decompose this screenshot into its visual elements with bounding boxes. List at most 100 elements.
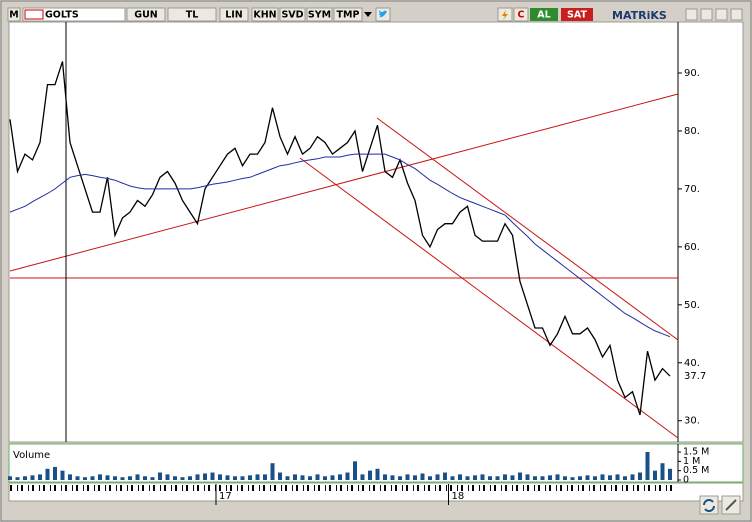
volume-bar — [630, 474, 635, 480]
logo-box[interactable] — [7, 7, 21, 22]
last-price-label: 37.7 — [684, 371, 706, 382]
volume-bar — [435, 474, 440, 480]
toolbar-button[interactable] — [306, 7, 333, 22]
volume-layer: Volume 1.5 M1 M0.5 M0 17 18 — [8, 447, 709, 505]
volume-bar — [165, 474, 170, 480]
toolbar-button-label: SVD — [281, 10, 303, 21]
drawings — [9, 93, 679, 439]
volume-bar — [315, 474, 320, 480]
y-tick-label: 0.5 M — [683, 465, 709, 476]
volume-bar — [300, 475, 305, 480]
toolbar-button-label: KHN — [253, 10, 276, 21]
volume-bar — [180, 477, 185, 480]
scroll-icon — [703, 499, 715, 512]
volume-bar — [150, 477, 155, 480]
volume-bar — [608, 475, 612, 480]
volume-bar — [203, 473, 207, 480]
brand: MATRiKS — [612, 9, 667, 22]
volume-bar — [405, 474, 410, 480]
toolbar-button[interactable] — [167, 7, 217, 22]
volume-bar — [518, 472, 522, 480]
toolbar-button-label: GUN — [134, 10, 158, 21]
volume-bar — [563, 476, 567, 480]
minimize-button[interactable] — [685, 8, 698, 21]
symbol-box[interactable] — [22, 7, 126, 22]
volume-bar — [60, 470, 65, 480]
y-tick-label: 0 — [683, 475, 689, 486]
toolbar-button[interactable] — [126, 7, 166, 22]
y-tick-label: 90. — [684, 68, 700, 79]
y-tick-label: 70. — [684, 184, 700, 195]
date-axis-panel — [8, 482, 744, 502]
price-line — [9, 61, 671, 416]
toolbar-button[interactable] — [333, 7, 363, 22]
volume-bar — [75, 476, 80, 480]
volume-bar — [158, 472, 162, 480]
volume-bar — [615, 474, 620, 480]
refresh-button[interactable] — [513, 7, 529, 22]
volume-bar — [593, 476, 597, 480]
volume-bar — [420, 473, 425, 480]
y-tick-label: 30. — [684, 416, 700, 427]
help-button[interactable] — [700, 8, 713, 21]
x-tick-label: 18 — [452, 491, 465, 502]
y-tick-label: 40. — [684, 358, 700, 369]
volume-bar — [248, 475, 252, 480]
toolbar-button-label: LIN — [225, 10, 243, 21]
volume-bar — [623, 476, 627, 480]
volume-bar — [510, 475, 515, 480]
buy-label: AL — [537, 10, 550, 21]
volume-bar — [428, 476, 432, 480]
volume-bar — [83, 477, 87, 480]
settings-icon — [725, 499, 737, 511]
volume-bar — [653, 470, 657, 480]
volume-bar — [210, 472, 215, 480]
twitter-icon — [379, 10, 387, 18]
toolbar-button[interactable] — [219, 7, 249, 22]
toolbar-button[interactable] — [251, 7, 279, 22]
maximize-button[interactable] — [715, 8, 728, 21]
volume-bar — [548, 475, 552, 480]
y-tick-label: 50. — [684, 300, 700, 311]
channel-lower — [299, 157, 679, 439]
volume-bar — [368, 470, 372, 480]
volume-bar — [450, 476, 455, 480]
volume-bar — [195, 474, 200, 480]
close-button[interactable] — [730, 8, 743, 21]
symbol: GOLTS — [45, 10, 79, 21]
volume-bar — [330, 475, 335, 480]
volume-bar — [113, 476, 117, 480]
volume-bar — [338, 474, 342, 480]
volume-bar — [38, 474, 42, 480]
volume-bar — [465, 476, 470, 480]
toolbar-button-label: SYM — [308, 10, 331, 21]
volume-bar — [270, 463, 275, 480]
x-tick-label: 17 — [219, 491, 232, 502]
volume-bar — [98, 474, 102, 480]
moving-average-line — [9, 153, 671, 338]
volume-bar — [353, 461, 357, 480]
volume-bar — [398, 476, 402, 480]
volume-bar — [480, 474, 485, 480]
volume-bar — [128, 476, 132, 480]
volume-bar — [278, 472, 282, 480]
volume-bar — [323, 476, 327, 480]
volume-bar — [255, 474, 260, 480]
volume-bar — [585, 475, 590, 480]
volume-bar — [285, 476, 290, 480]
volume-bar — [240, 476, 245, 480]
volume-bar — [375, 468, 380, 480]
volume-bar — [540, 476, 545, 480]
volume-title: Volume — [13, 450, 50, 461]
volume-bar — [488, 476, 492, 480]
volume-bar — [293, 474, 297, 480]
toolbar-button-label: TMP — [337, 10, 360, 21]
volume-bar — [390, 475, 395, 480]
sell-button[interactable] — [561, 8, 593, 21]
volume-bar — [345, 472, 350, 480]
sell-label: SAT — [567, 10, 587, 21]
toolbar-buttons: GUN TL LIN KHN SVD SYM TMP — [126, 7, 372, 22]
volume-bar — [668, 468, 672, 480]
buy-button[interactable] — [530, 8, 558, 21]
toolbar-button[interactable] — [279, 7, 306, 22]
